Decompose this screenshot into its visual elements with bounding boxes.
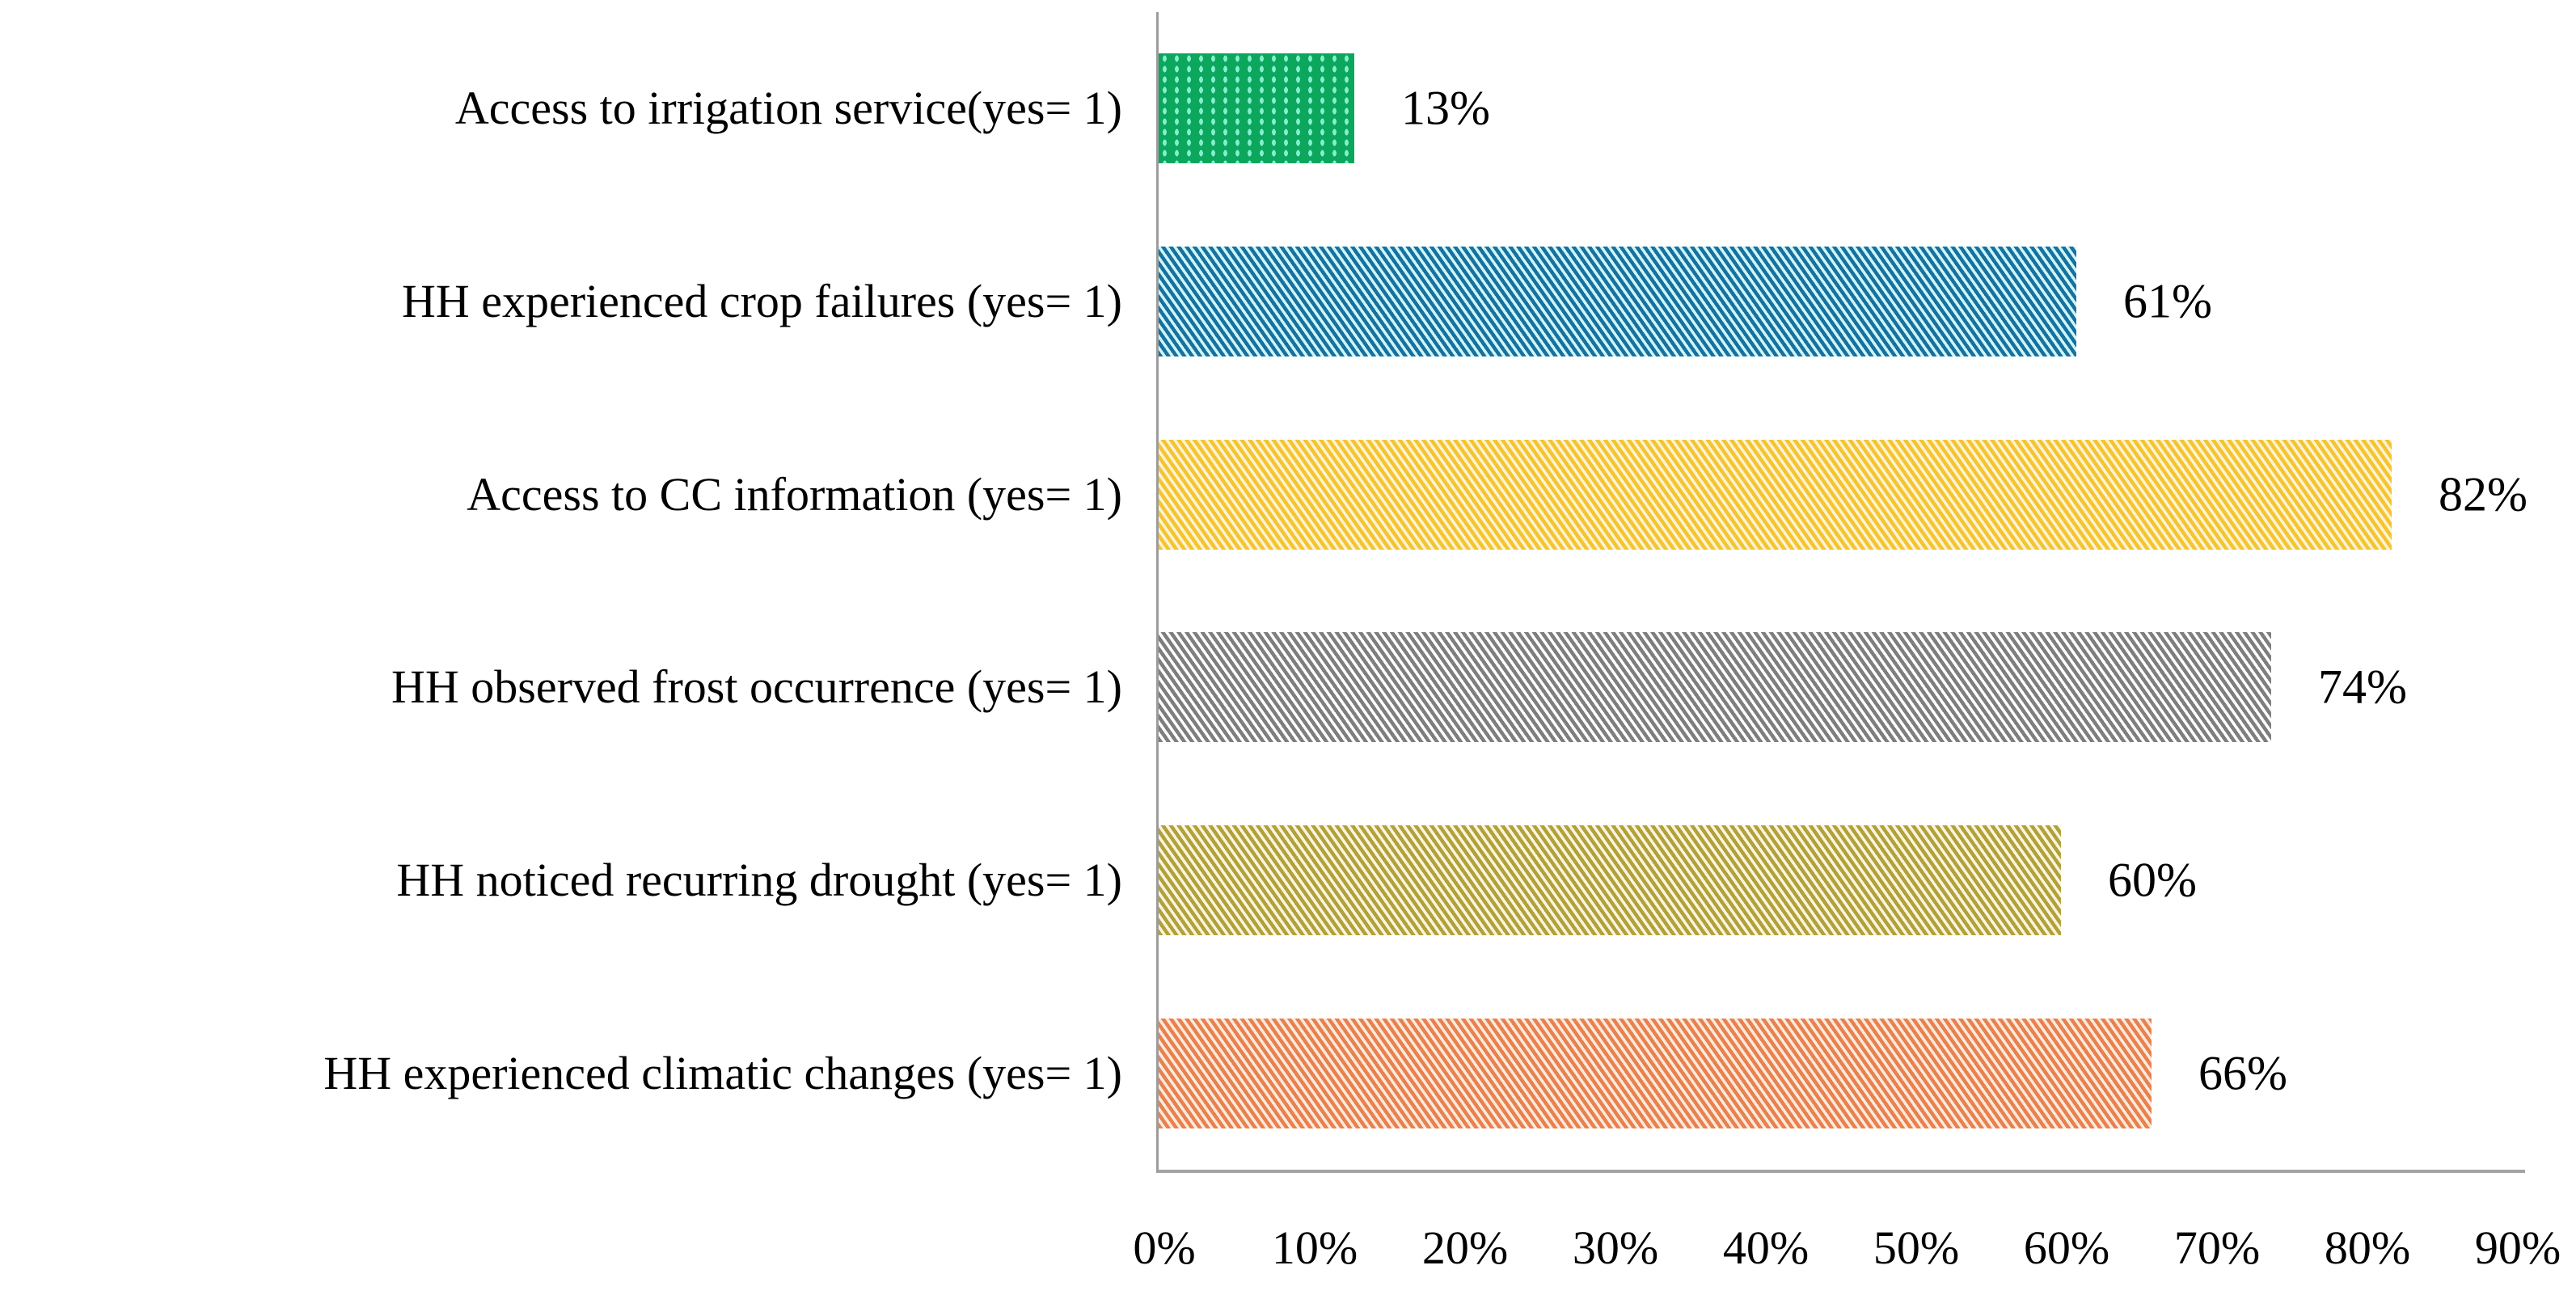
x-tick-label: 70% bbox=[2173, 1221, 2261, 1274]
value-label: 61% bbox=[2123, 274, 2212, 328]
category-label: HH experienced climatic changes (yes= 1) bbox=[323, 1046, 1122, 1099]
category-label: HH observed frost occurrence (yes= 1) bbox=[391, 660, 1122, 714]
category-axis: Access to irrigation service(yes= 1) HH e… bbox=[0, 12, 1130, 1170]
x-tick-label: 50% bbox=[1873, 1221, 1960, 1274]
x-tick-label: 40% bbox=[1722, 1221, 1810, 1274]
x-tick-label: 90% bbox=[2474, 1221, 2561, 1274]
x-tick-label: 60% bbox=[2023, 1221, 2110, 1274]
x-tick-label: 30% bbox=[1572, 1221, 1659, 1274]
bar bbox=[1159, 440, 2392, 550]
x-axis-ticks: 0% 10% 20% 30% 40% 50% 60% 70% 80% 90% bbox=[1133, 1221, 2561, 1293]
value-label: 13% bbox=[1401, 81, 1490, 135]
x-tick-label: 0% bbox=[1133, 1221, 1196, 1274]
plot-area: 13% 61% 82% 74% 60% 66% bbox=[1156, 12, 2527, 1173]
category-label: HH noticed recurring drought (yes= 1) bbox=[396, 854, 1122, 907]
bar bbox=[1159, 1019, 2152, 1128]
x-tick-label: 80% bbox=[2324, 1221, 2411, 1274]
value-label: 82% bbox=[2439, 467, 2527, 521]
category-label: Access to irrigation service(yes= 1) bbox=[454, 82, 1122, 135]
value-label: 60% bbox=[2108, 853, 2197, 907]
category-label: HH experienced crop failures (yes= 1) bbox=[401, 275, 1122, 328]
x-tick-label: 20% bbox=[1421, 1221, 1509, 1274]
value-label: 74% bbox=[2318, 660, 2407, 714]
bar bbox=[1159, 53, 1354, 163]
bar bbox=[1159, 825, 2061, 935]
value-label: 66% bbox=[2198, 1046, 2287, 1100]
x-tick-label: 10% bbox=[1271, 1221, 1358, 1274]
bar bbox=[1159, 247, 2076, 356]
bar bbox=[1159, 632, 2271, 742]
category-label: Access to CC information (yes= 1) bbox=[467, 467, 1122, 521]
